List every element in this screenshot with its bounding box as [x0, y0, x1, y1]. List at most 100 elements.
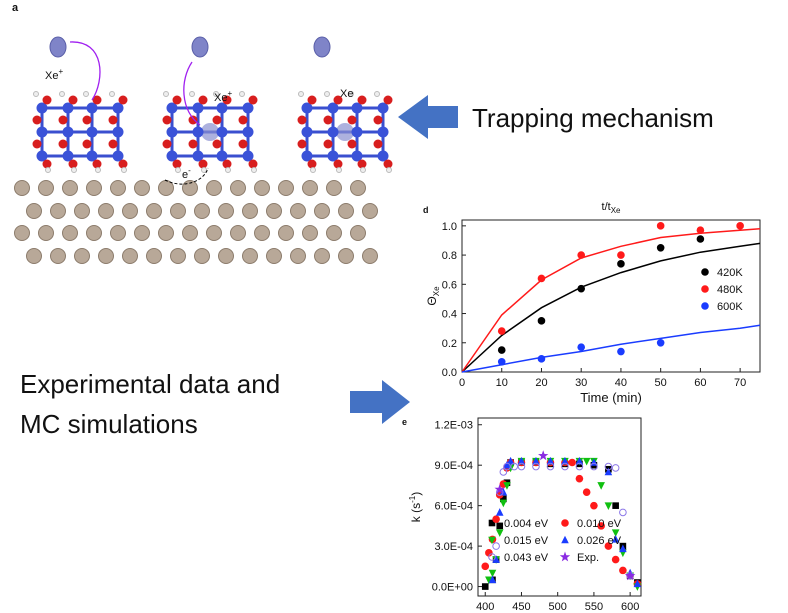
- metal-atom: [37, 127, 48, 138]
- point: [577, 285, 585, 293]
- surface-atom: [51, 249, 66, 264]
- surface-atom: [231, 226, 246, 241]
- label-part: k (s: [409, 503, 423, 522]
- oxygen-atom: [223, 160, 232, 169]
- legend-label: 420K: [717, 267, 743, 279]
- surface-atom: [279, 226, 294, 241]
- metal-atom: [113, 127, 124, 138]
- background: [0, 0, 788, 613]
- surface-atom: [39, 181, 54, 196]
- label-sup: +: [58, 67, 63, 76]
- surface-atom: [339, 249, 354, 264]
- point: [577, 251, 585, 259]
- surface-atom: [147, 249, 162, 264]
- oxygen-atom: [213, 116, 222, 125]
- panel-label: d: [423, 205, 429, 215]
- legend-label: Exp.: [577, 552, 599, 564]
- surface-atom: [123, 249, 138, 264]
- hydrogen-atom: [387, 168, 392, 173]
- legend-marker: [701, 285, 709, 293]
- x-tick-label: 450: [512, 601, 530, 613]
- legend-marker: [561, 519, 569, 527]
- x-tick-label: 60: [694, 377, 706, 389]
- oxygen-atom: [324, 116, 333, 125]
- oxygen-atom: [83, 140, 92, 149]
- metal-atom: [378, 127, 389, 138]
- oxygen-atom: [173, 96, 182, 105]
- point: [482, 583, 489, 590]
- oxygen-atom: [324, 140, 333, 149]
- oxygen-atom: [119, 160, 128, 169]
- x-axis-label: Time (min): [580, 390, 642, 405]
- metal-atom: [63, 127, 74, 138]
- surface-atom: [75, 204, 90, 219]
- point: [657, 244, 665, 252]
- metal-atom: [167, 127, 178, 138]
- oxygen-atom: [109, 116, 118, 125]
- metal-atom: [217, 127, 228, 138]
- hydrogen-atom: [110, 92, 115, 97]
- xe-atom: [50, 37, 66, 57]
- point: [481, 563, 489, 571]
- surface-atom: [339, 204, 354, 219]
- point: [496, 523, 503, 530]
- x-tick-label: 400: [476, 601, 494, 613]
- hydrogen-atom: [311, 168, 316, 173]
- surface-atom: [363, 204, 378, 219]
- x-tick-label: 20: [535, 377, 547, 389]
- callout: MC simulations: [20, 409, 198, 439]
- oxygen-atom: [33, 140, 42, 149]
- oxygen-atom: [199, 160, 208, 169]
- metal-atom: [243, 127, 254, 138]
- oxygen-atom: [163, 116, 172, 125]
- surface-atom: [255, 226, 270, 241]
- surface-atom: [147, 204, 162, 219]
- oxygen-atom: [59, 116, 68, 125]
- point: [538, 275, 546, 283]
- point: [583, 488, 591, 496]
- y-tick-label: 0.8: [442, 250, 457, 262]
- oxygen-atom: [308, 160, 317, 169]
- oxygen-atom: [109, 140, 118, 149]
- point: [538, 317, 546, 325]
- hydrogen-atom: [202, 168, 207, 173]
- surface-atom: [195, 204, 210, 219]
- point: [612, 502, 619, 509]
- surface-atom: [15, 181, 30, 196]
- surface-atom: [363, 249, 378, 264]
- surface-atom: [207, 226, 222, 241]
- surface-atom: [63, 226, 78, 241]
- x-tick-label: 30: [575, 377, 587, 389]
- surface-atom: [231, 181, 246, 196]
- legend-label: 0.043 eV: [504, 552, 549, 564]
- oxygen-atom: [33, 116, 42, 125]
- surface-atom: [135, 226, 150, 241]
- surface-atom: [159, 226, 174, 241]
- x-tick-label: 550: [585, 601, 603, 613]
- x-tick-label: 70: [734, 377, 746, 389]
- surface-atom: [27, 204, 42, 219]
- label-part: Θ: [425, 296, 439, 305]
- y-tick-label: 0.0E+00: [432, 582, 473, 594]
- oxygen-atom: [189, 116, 198, 125]
- surface-atom: [99, 249, 114, 264]
- surface-atom: [123, 204, 138, 219]
- hydrogen-atom: [122, 168, 127, 173]
- y-tick-label: 1.0: [442, 221, 457, 233]
- metal-atom: [302, 127, 313, 138]
- surface-atom: [255, 181, 270, 196]
- hydrogen-atom: [375, 92, 380, 97]
- trapped-xe: [201, 123, 219, 141]
- oxygen-atom: [308, 96, 317, 105]
- surface-atom: [183, 226, 198, 241]
- surface-atom: [87, 226, 102, 241]
- oxygen-atom: [249, 160, 258, 169]
- surface-atom: [267, 204, 282, 219]
- surface-atom: [315, 204, 330, 219]
- legend-label: 0.010 eV: [577, 518, 622, 530]
- legend-label: 0.015 eV: [504, 535, 549, 547]
- surface-atom: [75, 249, 90, 264]
- surface-atom: [291, 249, 306, 264]
- x-tick-label: 600: [621, 601, 639, 613]
- callout: Trapping mechanism: [472, 103, 714, 133]
